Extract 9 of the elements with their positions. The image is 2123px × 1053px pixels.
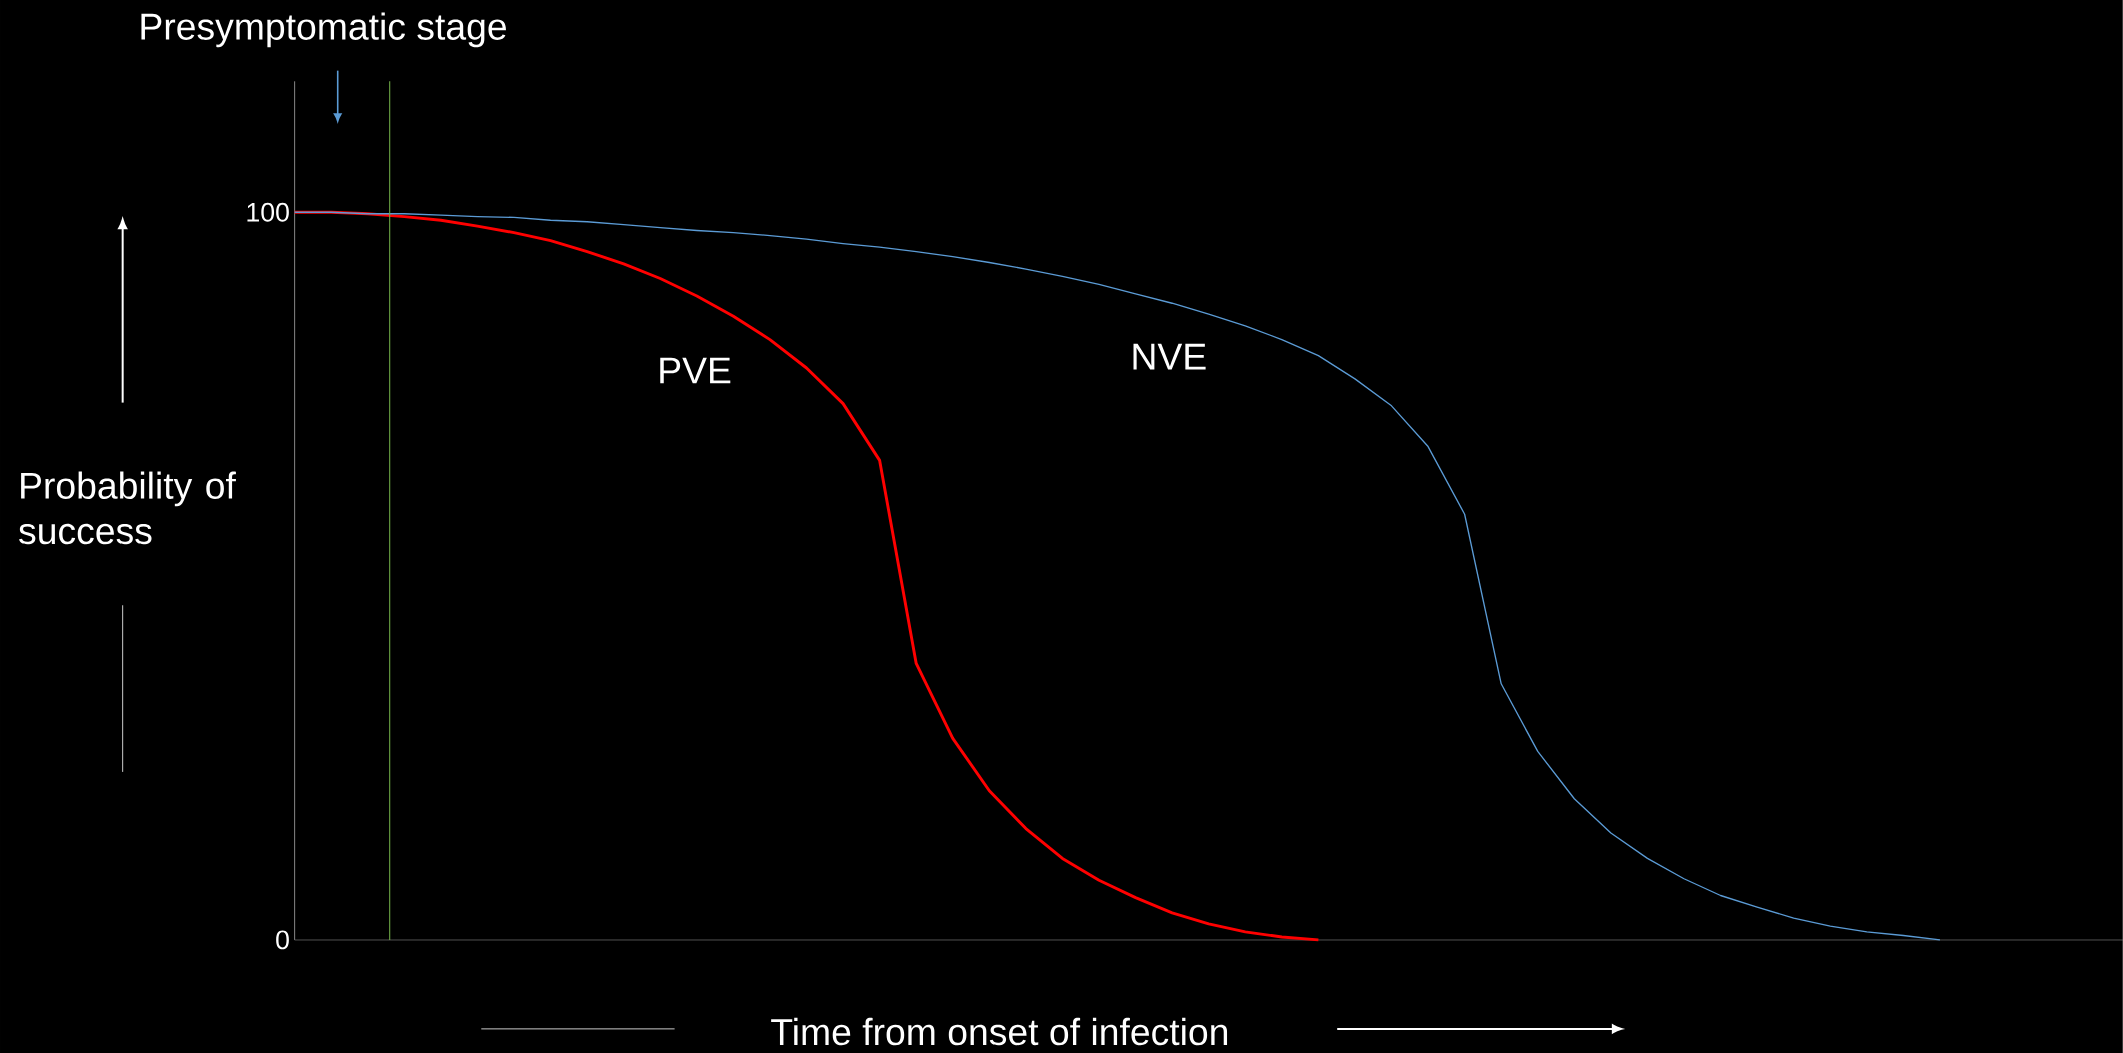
y-tick-label: 0 — [276, 930, 289, 950]
y-tick-label: 100 — [247, 202, 289, 222]
text: Presymptomatic stage — [141, 12, 506, 48]
series-label: NVE — [1133, 343, 1206, 370]
series-label: PVE — [660, 357, 731, 384]
line-series — [293, 211, 1941, 941]
x-axis-title: Time from onset of infection — [771, 1017, 1228, 1046]
line-series — [293, 210, 1320, 942]
y-axis-title: Probability of success — [19, 471, 236, 545]
